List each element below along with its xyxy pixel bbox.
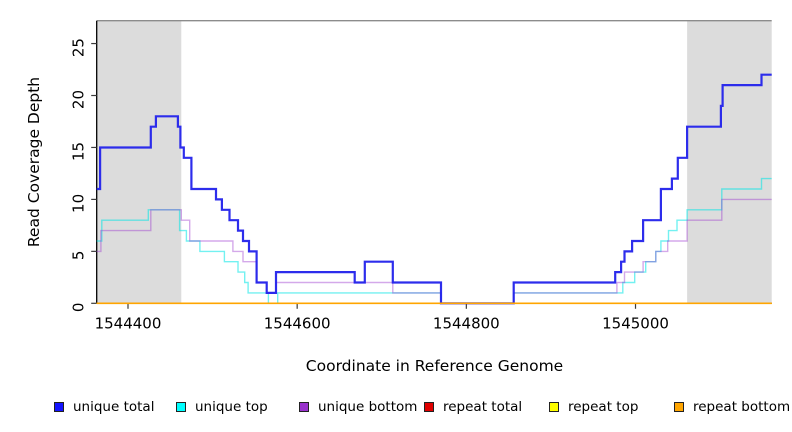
unique-bottom-swatch-icon [299, 402, 309, 412]
highlight-band [96, 20, 182, 304]
x-axis-title: Coordinate in Reference Genome [305, 357, 564, 375]
x-tick-label: 1544400 [95, 314, 162, 332]
legend: unique total unique top unique bottom re… [0, 399, 792, 421]
legend-label: unique total [73, 399, 155, 415]
legend-label: repeat total [443, 399, 523, 415]
legend-label: repeat bottom [693, 399, 791, 415]
repeat-bottom-swatch-icon [674, 402, 684, 412]
legend-item-repeat-top: repeat top [549, 399, 638, 415]
y-tick-label: 15 [70, 142, 88, 161]
unique-total-swatch-icon [54, 402, 64, 412]
unique-top-swatch-icon [176, 402, 186, 412]
legend-label: unique top [195, 399, 268, 415]
legend-label: unique bottom [318, 399, 418, 415]
repeat-total-swatch-icon [424, 402, 434, 412]
legend-item-unique-top: unique top [176, 399, 268, 415]
highlight-band [687, 20, 772, 304]
y-tick-label: 0 [70, 303, 88, 313]
legend-label: repeat top [568, 399, 639, 415]
y-tick-label: 20 [70, 90, 88, 109]
series-line-unique-total [96, 73, 772, 305]
legend-item-repeat-total: repeat total [424, 399, 522, 415]
x-tick-label: 1544800 [433, 314, 500, 332]
legend-item-unique-total: unique total [54, 399, 154, 415]
series-line-unique-bottom [96, 198, 772, 304]
x-tick-label: 1545000 [602, 314, 669, 332]
y-tick-label: 5 [70, 251, 88, 261]
repeat-top-swatch-icon [549, 402, 559, 412]
legend-item-repeat-bottom: repeat bottom [674, 399, 790, 415]
legend-item-unique-bottom: unique bottom [299, 399, 417, 415]
x-tick-label: 1544600 [264, 314, 331, 332]
y-axis-title: Read Coverage Depth [25, 76, 43, 248]
y-tick-label: 10 [70, 194, 88, 213]
y-tick-label: 25 [70, 38, 88, 57]
